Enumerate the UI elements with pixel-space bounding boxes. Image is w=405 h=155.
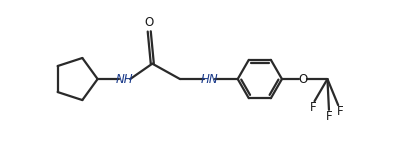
Text: NH: NH <box>115 73 133 86</box>
Text: F: F <box>336 105 342 118</box>
Text: F: F <box>325 110 331 123</box>
Text: O: O <box>298 73 307 86</box>
Text: O: O <box>144 16 153 29</box>
Text: F: F <box>309 101 315 114</box>
Text: HN: HN <box>200 73 217 86</box>
